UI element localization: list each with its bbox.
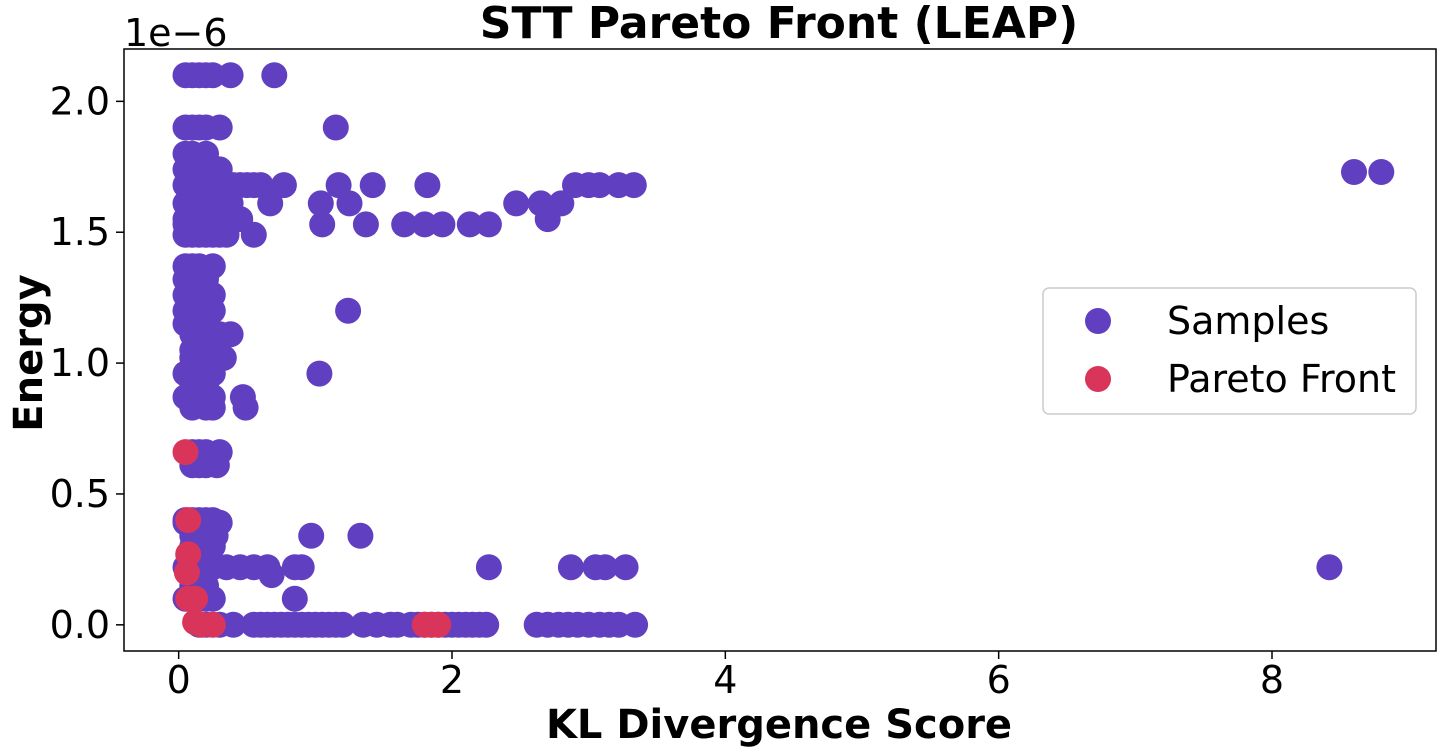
sample-point <box>534 206 561 233</box>
pareto-point <box>172 439 199 466</box>
sample-point <box>232 394 259 421</box>
sample-point <box>329 611 356 638</box>
sample-point <box>352 211 379 238</box>
sample-point <box>240 221 267 248</box>
sample-point <box>261 62 288 89</box>
sample-point <box>557 554 584 581</box>
sample-point <box>620 172 647 199</box>
x-axis-title: KL Divergence Score <box>546 702 1012 748</box>
points-layer <box>172 62 1395 638</box>
sample-point <box>213 221 240 248</box>
sample-point <box>347 522 374 549</box>
y-tick-label: 0.0 <box>50 603 110 647</box>
sample-point <box>257 190 284 217</box>
sample-point <box>206 114 233 141</box>
sample-point <box>1341 159 1367 185</box>
sample-point <box>288 554 315 581</box>
sample-point <box>475 211 502 238</box>
y-tick-label: 1.5 <box>50 210 110 254</box>
sample-point <box>336 190 363 217</box>
sample-point <box>270 172 297 199</box>
sample-point <box>199 394 226 421</box>
sample-point <box>335 297 362 324</box>
sample-point <box>203 452 230 479</box>
sample-point <box>309 211 336 238</box>
sample-point <box>217 62 244 89</box>
pareto-point <box>175 507 202 534</box>
legend-label-pareto: Pareto Front <box>1167 357 1396 401</box>
pareto-point <box>173 559 200 586</box>
legend-label-samples: Samples <box>1167 299 1329 343</box>
x-tick-label: 8 <box>1260 658 1284 702</box>
y-axis-title: Energy <box>6 274 52 431</box>
sample-point <box>503 190 530 217</box>
sample-point <box>220 611 247 638</box>
sample-point <box>298 522 325 549</box>
x-tick-label: 6 <box>987 658 1011 702</box>
sample-point <box>473 611 500 638</box>
plot-frame <box>123 48 1437 652</box>
pareto-point <box>425 611 452 638</box>
sample-point <box>281 585 308 612</box>
y-tick-label: 1.0 <box>50 341 110 385</box>
x-tick-label: 0 <box>167 658 191 702</box>
sample-point <box>1316 554 1343 581</box>
sample-point <box>391 211 418 238</box>
sample-point <box>456 211 483 238</box>
sample-point <box>429 211 456 238</box>
sample-point <box>586 172 613 199</box>
sample-point <box>592 554 619 581</box>
pareto-point <box>199 611 226 638</box>
sample-point <box>258 562 285 589</box>
sample-point <box>475 554 502 581</box>
sample-point <box>199 62 226 89</box>
legend: Samples Pareto Front <box>1042 287 1417 415</box>
sample-point <box>217 321 244 348</box>
sample-point <box>306 360 333 387</box>
ticks-layer: 0 2 4 6 8 0.0 0.5 1.0 1.5 2.0 <box>50 79 1285 702</box>
x-tick-label: 2 <box>440 658 464 702</box>
chart-title: STT Pareto Front (LEAP) <box>480 0 1078 49</box>
sample-point <box>359 172 386 199</box>
legend-marker-pareto <box>1085 366 1111 392</box>
sample-point <box>322 114 349 141</box>
y-tick-label: 2.0 <box>50 79 110 123</box>
sample-point <box>612 554 639 581</box>
sample-point <box>1368 159 1395 185</box>
y-tick-label: 0.5 <box>50 472 110 516</box>
legend-marker-samples <box>1085 308 1111 334</box>
pareto-point <box>182 585 209 612</box>
sample-point <box>414 172 441 199</box>
sample-point <box>307 190 334 217</box>
y-offset-label: 1e−6 <box>124 11 228 55</box>
sample-point <box>622 611 649 638</box>
legend-box <box>1042 287 1417 415</box>
x-tick-label: 4 <box>713 658 737 702</box>
